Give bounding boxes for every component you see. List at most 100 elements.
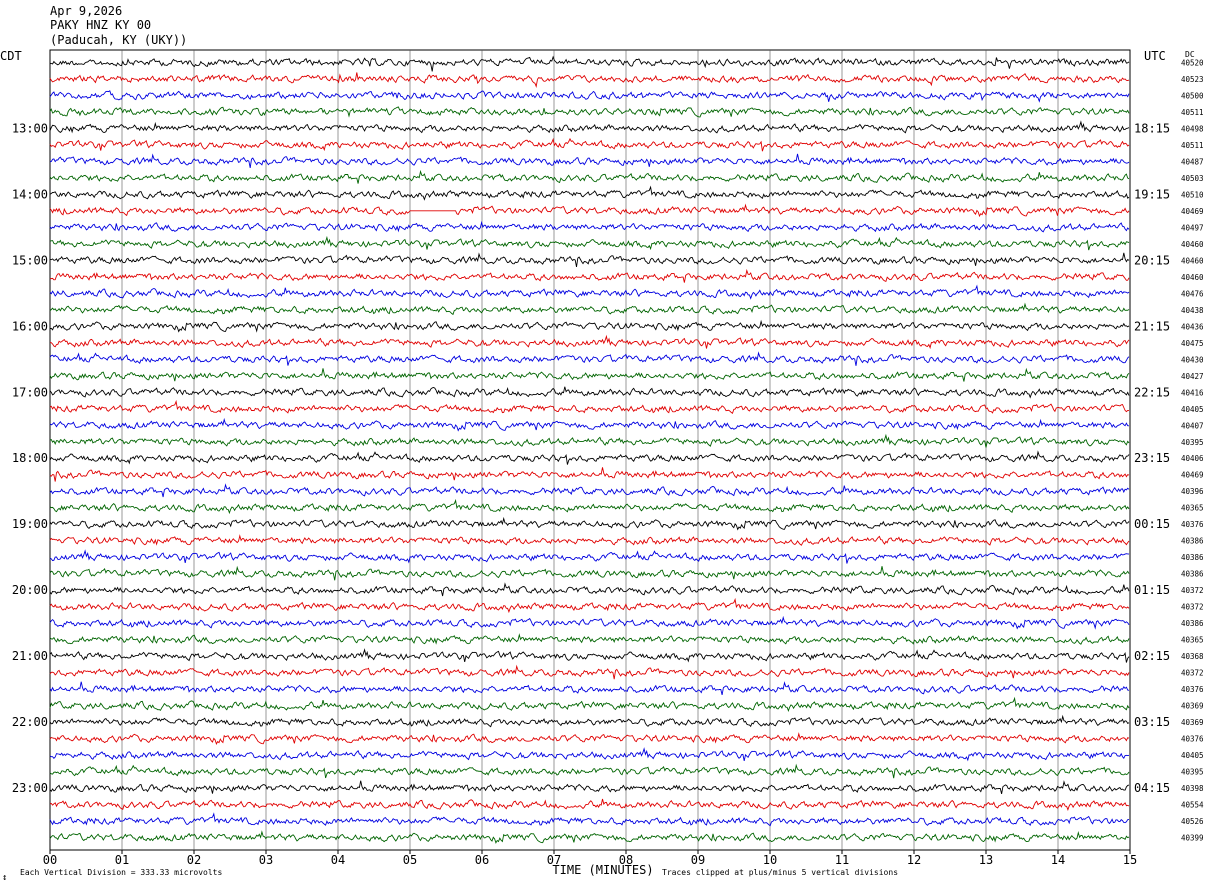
dc-offset-label: 40365 xyxy=(1181,504,1204,513)
dc-offset-label: 40511 xyxy=(1181,141,1204,150)
trace-line xyxy=(49,812,1130,827)
trace-line xyxy=(49,633,1130,645)
trace-line xyxy=(49,106,1130,118)
dc-offset-label: 40386 xyxy=(1181,619,1204,628)
dc-offset-label: 40369 xyxy=(1181,702,1204,711)
dc-offset-label: 40376 xyxy=(1181,520,1204,529)
trace-line xyxy=(49,72,1130,89)
dc-offset-label: 40487 xyxy=(1181,157,1204,166)
trace-line xyxy=(49,185,1130,201)
x-tick-label: 15 xyxy=(1123,853,1137,867)
trace-line xyxy=(49,203,1130,218)
cdt-label: CDT xyxy=(0,49,22,63)
scale-marker-icon: ↕ xyxy=(2,873,7,883)
right-hour-label: 02:15 xyxy=(1134,649,1170,663)
x-tick-label: 00 xyxy=(43,853,57,867)
x-tick-label: 06 xyxy=(475,853,489,867)
left-hour-label: 13:00 xyxy=(12,121,48,135)
dc-offset-label: 40500 xyxy=(1181,91,1204,100)
dc-offset-label: 40369 xyxy=(1181,718,1204,727)
trace-line xyxy=(49,417,1130,432)
dc-offset-label: 40376 xyxy=(1181,685,1204,694)
trace-line xyxy=(49,549,1130,564)
right-hour-label: 04:15 xyxy=(1134,781,1170,795)
trace-line xyxy=(49,732,1130,746)
right-hour-label: 22:15 xyxy=(1134,385,1170,399)
trace-line xyxy=(49,55,1130,72)
right-hour-label: 01:15 xyxy=(1134,583,1170,597)
dc-offset-label: 40523 xyxy=(1181,75,1204,84)
dc-offset-label: 40460 xyxy=(1181,256,1204,265)
x-tick-label: 12 xyxy=(907,853,921,867)
trace-line xyxy=(49,483,1130,498)
trace-line xyxy=(49,780,1130,795)
x-tick-label: 14 xyxy=(1051,853,1065,867)
left-hour-label: 16:00 xyxy=(12,319,48,333)
trace-line xyxy=(49,516,1130,531)
dc-offset-label: 40407 xyxy=(1181,421,1204,430)
x-axis-title: TIME (MINUTES) xyxy=(552,863,653,877)
x-tick-label: 07 xyxy=(547,853,561,867)
dc-offset-label: 40405 xyxy=(1181,405,1204,414)
dc-offset-label: 40469 xyxy=(1181,207,1204,216)
dc-offset-label: 40498 xyxy=(1181,124,1204,133)
dc-offset-label: 40372 xyxy=(1181,603,1204,612)
dc-offset-label: 40406 xyxy=(1181,454,1204,463)
left-hour-label: 21:00 xyxy=(12,649,48,663)
plot-frame xyxy=(49,49,1131,851)
trace-line xyxy=(49,498,1130,515)
left-hour-label: 20:00 xyxy=(12,583,48,597)
trace-line xyxy=(49,153,1130,168)
trace-line xyxy=(49,450,1130,465)
dc-offset-label: 40520 xyxy=(1181,58,1204,67)
trace-line xyxy=(49,268,1130,283)
trace-line xyxy=(49,137,1130,152)
left-hour-label: 23:00 xyxy=(12,781,48,795)
dc-offset-label: 40386 xyxy=(1181,570,1204,579)
dc-header: DC xyxy=(1185,50,1195,59)
dc-offset-label: 40376 xyxy=(1181,735,1204,744)
trace-line xyxy=(49,334,1130,350)
trace-line xyxy=(49,220,1130,233)
trace-line xyxy=(49,319,1130,333)
dc-offset-label: 40386 xyxy=(1181,553,1204,562)
trace-line xyxy=(49,582,1130,597)
dc-offset-label: 40416 xyxy=(1181,388,1204,397)
right-hour-label: 03:15 xyxy=(1134,715,1170,729)
x-tick-label: 11 xyxy=(835,853,849,867)
dc-offset-label: 40436 xyxy=(1181,322,1204,331)
right-hour-label: 20:15 xyxy=(1134,253,1170,267)
dc-offset-label: 40372 xyxy=(1181,586,1204,595)
trace-line xyxy=(49,615,1130,630)
trace-line xyxy=(49,798,1130,812)
trace-line xyxy=(49,681,1130,696)
x-tick-label: 04 xyxy=(331,853,345,867)
trace-line xyxy=(49,120,1130,134)
left-hour-label: 17:00 xyxy=(12,385,48,399)
date-label: Apr 9,2026 xyxy=(50,4,123,18)
dc-offset-label: 40365 xyxy=(1181,636,1204,645)
trace-line xyxy=(49,664,1130,680)
dc-offset-label: 40396 xyxy=(1181,487,1204,496)
x-tick-label: 01 xyxy=(115,853,129,867)
dc-offset-label: 40430 xyxy=(1181,355,1204,364)
dc-offset-label: 40398 xyxy=(1181,784,1204,793)
left-hour-label: 14:00 xyxy=(12,187,48,201)
left-hour-label: 15:00 xyxy=(12,253,48,267)
trace-line xyxy=(49,252,1130,267)
left-hour-label: 22:00 xyxy=(12,715,48,729)
trace-line xyxy=(49,386,1130,399)
x-tick-label: 03 xyxy=(259,853,273,867)
trace-line xyxy=(49,696,1130,712)
dc-offset-label: 40526 xyxy=(1181,817,1204,826)
dc-offset-label: 40510 xyxy=(1181,190,1204,199)
dc-offset-label: 40399 xyxy=(1181,834,1204,843)
trace-line xyxy=(49,433,1130,448)
trace-line xyxy=(49,714,1130,728)
location-label: (Paducah, KY (UKY)) xyxy=(50,33,188,47)
trace-line xyxy=(49,830,1130,844)
trace-line xyxy=(49,399,1129,415)
dc-offset-label: 40497 xyxy=(1181,223,1204,232)
